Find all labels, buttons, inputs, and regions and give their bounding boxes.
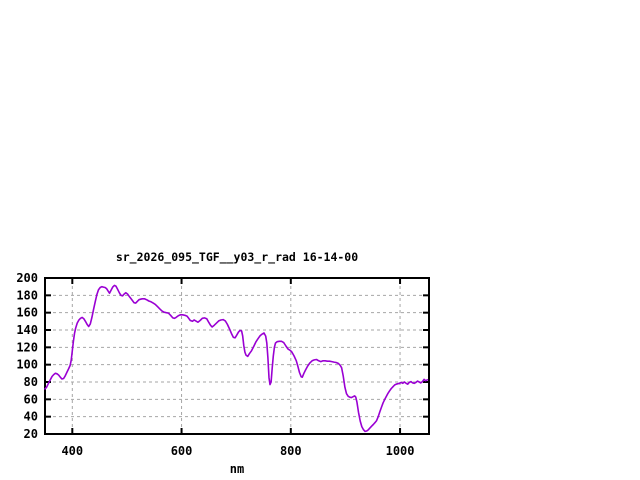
- y-tick-label: 200: [16, 271, 38, 285]
- spectrum-line: [44, 284, 429, 433]
- y-tick-label: 80: [24, 375, 38, 389]
- y-tick-label: 160: [16, 306, 38, 320]
- chart-title: sr_2026_095_TGF__y03_r_rad 16-14-00: [115, 250, 359, 264]
- y-tick-label: 100: [16, 358, 38, 372]
- y-tick-label: 140: [16, 323, 38, 337]
- x-tick-label: 800: [280, 444, 302, 458]
- x-tick-label: 400: [61, 444, 83, 458]
- y-tick-label: 60: [24, 392, 38, 406]
- y-tick-label: 120: [16, 340, 38, 354]
- y-tick-label: 20: [24, 427, 38, 441]
- plot-border: [44, 277, 430, 435]
- y-tick-label: 180: [16, 288, 38, 302]
- x-tick-label: 1000: [386, 444, 415, 458]
- x-tick-label: 600: [171, 444, 193, 458]
- y-tick-label: 40: [24, 410, 38, 424]
- x-axis-label: nm: [229, 462, 245, 476]
